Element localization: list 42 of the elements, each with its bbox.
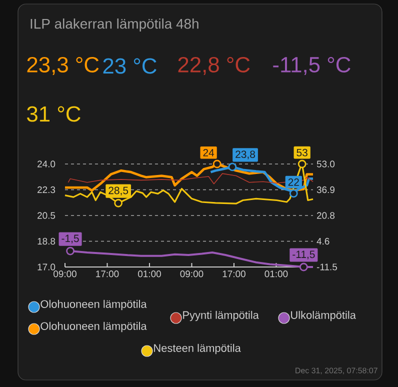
point xyxy=(114,198,123,208)
y-tick-label: 22.3 xyxy=(38,186,56,194)
point xyxy=(298,160,306,168)
y2-tick-label: 36.9 xyxy=(316,186,334,194)
x-tick-label: 17:00 xyxy=(96,270,119,278)
text: 23 °C xyxy=(103,58,156,74)
x-tick-label: 09:00 xyxy=(180,270,204,278)
x-tick-label: 01:00 xyxy=(138,270,161,278)
data-label: -11,5 xyxy=(292,250,315,260)
data-label: -1,5 xyxy=(62,234,79,244)
point xyxy=(228,162,237,172)
y2-tick-label: 4.6 xyxy=(316,238,330,245)
text: 31 °C xyxy=(27,106,80,122)
text: 23,3 °C xyxy=(27,56,99,76)
data-label: 28,5 xyxy=(108,186,128,196)
legend-label: Olohuoneen lämpötila xyxy=(40,322,147,332)
legend-label: Pyynti lämpötila xyxy=(183,310,259,322)
y-tick-label: 18.8 xyxy=(38,238,56,245)
x-tick-label: 17:00 xyxy=(222,270,246,278)
data-label: 23,8 xyxy=(236,150,255,160)
x-tick-label: 01:00 xyxy=(264,270,288,278)
x-tick-label: 09:00 xyxy=(54,270,76,278)
point xyxy=(299,262,308,272)
y-tick-label: 20.5 xyxy=(38,212,56,219)
data-label: 53 xyxy=(296,148,308,156)
y-tick-label: 24.0 xyxy=(38,160,56,168)
legend-label: Nesteen lämpötila xyxy=(154,344,241,354)
y2-tick-label: 53.0 xyxy=(316,160,335,168)
legend-label: Ulkolämpötila xyxy=(291,310,356,322)
chart-title: ILP alakerran lämpötila 48h xyxy=(30,18,198,32)
data-label: 24 xyxy=(203,149,214,156)
legend-label: Olohuoneen lämpötila xyxy=(40,300,147,310)
point xyxy=(66,246,74,256)
y-tick-label: 17.0 xyxy=(38,264,56,270)
text: 22,8 °C xyxy=(178,56,250,76)
line-series xyxy=(68,173,314,184)
y2-tick-label: 20.8 xyxy=(316,212,335,219)
text: -11,5 °C xyxy=(273,56,350,76)
data-label: 22 xyxy=(288,178,299,186)
point xyxy=(212,160,222,168)
point xyxy=(289,189,298,198)
y2-tick-label: -11.5 xyxy=(316,264,338,270)
